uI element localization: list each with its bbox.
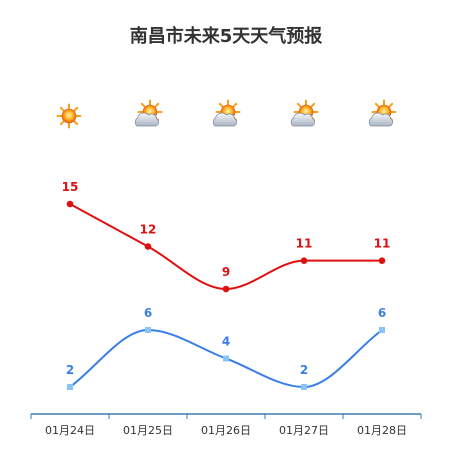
series-1-data-label: 15 xyxy=(62,180,79,194)
series-1-point xyxy=(378,257,386,264)
chart-title: 南昌市未来5天天气预报 xyxy=(129,26,323,47)
cloudy-sun-icon xyxy=(290,99,319,127)
series-1-point xyxy=(66,200,74,208)
series-2-data-label: 2 xyxy=(300,363,308,377)
series-1-data-label: 9 xyxy=(222,265,230,279)
series-1-data-label: 11 xyxy=(296,237,313,251)
series-2-point xyxy=(379,327,385,333)
series-2-point xyxy=(223,355,229,362)
x-tick-label: 01月24日 xyxy=(45,424,95,437)
x-tick-label: 01月26日 xyxy=(201,424,251,437)
series-2-point xyxy=(301,384,307,390)
series-2-data-label: 6 xyxy=(378,306,386,320)
cloudy-sun-icon xyxy=(368,99,397,127)
x-tick-label: 01月28日 xyxy=(357,424,407,437)
x-tick-label: 01月25日 xyxy=(123,424,173,437)
series-1-data-label: 11 xyxy=(374,237,391,251)
series-2-point xyxy=(67,384,73,390)
series-2-data-label: 4 xyxy=(222,335,230,349)
series-2-point xyxy=(145,327,151,333)
x-tick-label: 01月27日 xyxy=(279,424,329,437)
series-1-data-label: 12 xyxy=(140,223,157,237)
cloudy-sun-icon xyxy=(212,99,241,127)
series-1-point xyxy=(222,285,230,293)
series-1-point xyxy=(300,257,308,264)
sun-icon xyxy=(56,103,82,129)
series-2-data-label: 6 xyxy=(144,306,152,320)
series-2-data-label: 2 xyxy=(66,363,74,377)
cloudy-sun-icon xyxy=(134,99,163,127)
series-1-point xyxy=(144,243,152,250)
